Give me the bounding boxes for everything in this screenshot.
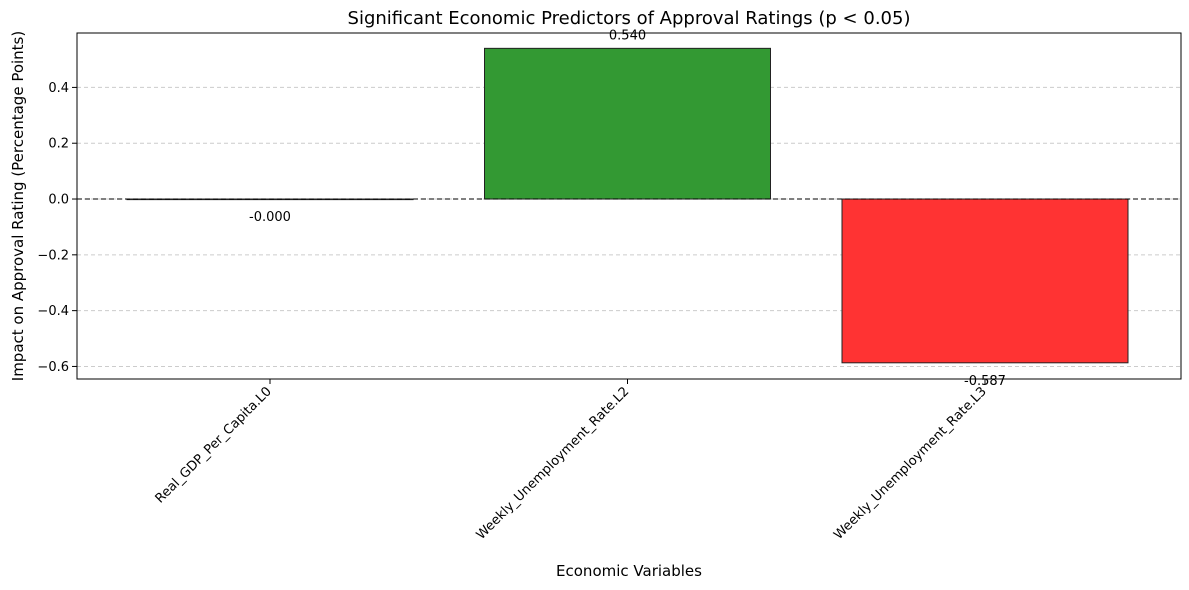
y-tick-label: 0.0 [48, 193, 69, 208]
bar-data-label: 0.540 [609, 28, 646, 43]
y-axis-ticks: −0.6 −0.4 −0.2 0.0 0.2 0.4 [37, 81, 77, 375]
x-axis-title: Economic Variables [556, 562, 702, 580]
plot-frame [76, 32, 1182, 380]
x-tick-label: Weekly_Unemployment_Rate.L2 [474, 384, 633, 543]
bar [484, 47, 771, 200]
y-tick-label: −0.4 [37, 304, 69, 319]
bar-data-label: -0.000 [249, 210, 291, 225]
x-tick-label: Real_GDP_Per_Capita.L0 [153, 384, 275, 506]
chart-title: Significant Economic Predictors of Appro… [348, 8, 911, 29]
bar-layer [126, 47, 1129, 364]
x-axis-ticks: Real_GDP_Per_Capita.L0 Weekly_Unemploymen… [153, 379, 990, 543]
data-labels: -0.000 0.540 -0.587 [249, 28, 1006, 388]
bar-data-label: -0.587 [964, 374, 1006, 389]
bar [841, 198, 1129, 364]
y-tick-label: −0.2 [37, 248, 69, 263]
x-tick-label: Weekly_Unemployment_Rate.L3 [831, 384, 990, 543]
y-tick-label: −0.6 [37, 360, 69, 375]
y-tick-label: 0.2 [48, 137, 69, 152]
y-axis-title: Impact on Approval Rating (Percentage Po… [9, 31, 27, 381]
y-tick-label: 0.4 [48, 81, 69, 96]
